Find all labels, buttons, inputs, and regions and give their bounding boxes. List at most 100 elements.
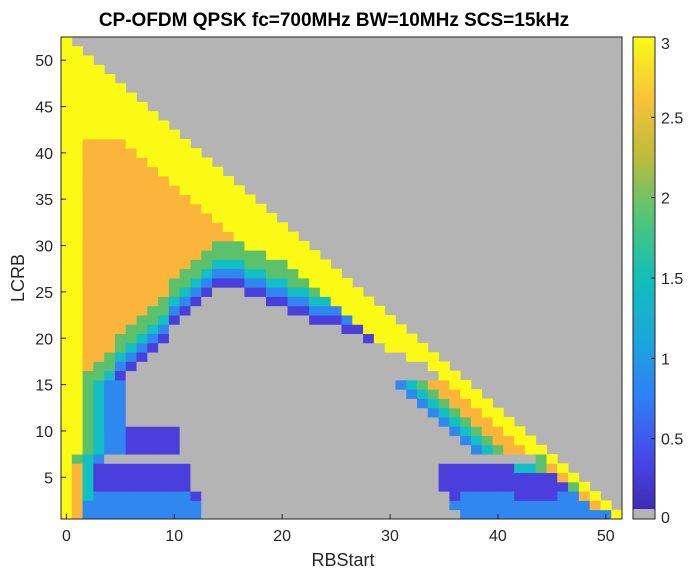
heatmap-cell <box>190 398 202 409</box>
heatmap-cell <box>104 407 116 418</box>
heatmap-cell <box>384 454 396 464</box>
heatmap-cell <box>179 176 191 186</box>
heatmap-cell <box>114 268 127 279</box>
heatmap-cell <box>470 463 483 474</box>
heatmap-cell <box>125 111 137 121</box>
heatmap-cell <box>276 407 288 418</box>
heatmap-cell <box>114 444 127 455</box>
heatmap-cell <box>276 240 288 251</box>
heatmap-cell <box>481 500 493 511</box>
heatmap-cell <box>136 138 148 149</box>
heatmap-cell <box>168 231 181 242</box>
heatmap-cell <box>71 352 83 362</box>
heatmap-cell <box>136 268 148 279</box>
heatmap-cell <box>93 426 105 436</box>
heatmap-cell <box>298 481 310 492</box>
heatmap-cell <box>71 472 83 483</box>
heatmap-cell <box>71 398 83 409</box>
heatmap-cell <box>212 500 224 511</box>
heatmap-cell <box>276 222 288 233</box>
heatmap-cell <box>168 278 181 288</box>
heatmap-cell <box>147 138 159 149</box>
heatmap-cell <box>147 240 159 251</box>
heatmap-cell <box>395 472 407 483</box>
heatmap-cell <box>125 92 137 103</box>
heatmap-cell <box>82 231 94 242</box>
heatmap-cell <box>71 361 83 372</box>
heatmap-cell <box>93 138 105 149</box>
heatmap-cell <box>61 250 73 260</box>
heatmap-cell <box>298 454 310 464</box>
heatmap-cell <box>104 74 116 84</box>
heatmap-cell <box>255 315 267 325</box>
heatmap-cell <box>71 203 83 214</box>
heatmap-cell <box>93 305 105 316</box>
heatmap-cell <box>233 426 245 436</box>
heatmap-cell <box>104 370 116 381</box>
heatmap-cell <box>352 463 364 474</box>
heatmap-cell <box>114 463 127 474</box>
heatmap-cell <box>147 166 159 177</box>
heatmap-cell <box>330 342 342 353</box>
heatmap-cell <box>136 370 148 381</box>
heatmap-cell <box>298 259 310 270</box>
colorbar-tick-label: 1 <box>661 351 670 368</box>
heatmap-cell <box>93 398 105 409</box>
heatmap-cell <box>158 231 170 242</box>
heatmap-cell <box>244 444 256 455</box>
heatmap-cell <box>309 417 321 427</box>
heatmap-cell <box>233 379 245 390</box>
heatmap-cell <box>373 324 386 335</box>
heatmap-cell <box>255 305 267 316</box>
heatmap-cell <box>147 268 159 279</box>
heatmap-cell <box>309 472 321 483</box>
heatmap-cell <box>406 481 418 492</box>
heatmap-cell <box>265 426 278 436</box>
heatmap-cell <box>136 287 148 297</box>
heatmap-cell <box>93 491 105 501</box>
heatmap-cell <box>190 305 202 316</box>
heatmap-cell <box>395 454 407 464</box>
heatmap-cell <box>104 259 116 270</box>
heatmap-cell <box>158 370 170 381</box>
heatmap-cell <box>114 398 127 409</box>
heatmap-cell <box>114 333 127 344</box>
heatmap-cell <box>82 64 94 75</box>
heatmap-cell <box>568 500 580 511</box>
heatmap-cell <box>363 361 375 372</box>
heatmap-cell <box>212 231 224 242</box>
heatmap-cell <box>190 379 202 390</box>
heatmap-cell <box>158 444 170 455</box>
heatmap-cell <box>125 222 137 233</box>
heatmap-cell <box>93 417 105 427</box>
colorbar-tick-label: 0.5 <box>661 432 683 449</box>
heatmap-cell <box>190 324 202 335</box>
heatmap-cell <box>168 454 181 464</box>
heatmap-cell <box>287 287 299 297</box>
heatmap-cell <box>503 472 515 483</box>
heatmap-cell <box>93 481 105 492</box>
heatmap-cell <box>287 259 299 270</box>
heatmap-cell <box>492 426 504 436</box>
heatmap-cell <box>61 287 73 297</box>
heatmap-cell <box>492 481 504 492</box>
heatmap-cell <box>600 500 612 511</box>
heatmap-cell <box>319 379 332 390</box>
heatmap-cell <box>61 481 73 492</box>
heatmap-cell <box>158 389 170 399</box>
heatmap-cell <box>265 472 278 483</box>
heatmap-cell <box>309 268 321 279</box>
heatmap-cell <box>114 240 127 251</box>
heatmap-cell <box>265 333 278 344</box>
heatmap-cell <box>255 222 267 233</box>
heatmap-cell <box>136 203 148 214</box>
heatmap-cell <box>330 315 342 325</box>
heatmap-cell <box>233 472 245 483</box>
heatmap-cell <box>114 426 127 436</box>
heatmap-cell <box>363 296 375 307</box>
heatmap-cell <box>438 389 450 399</box>
heatmap-cell <box>557 472 569 483</box>
heatmap-cell <box>373 500 386 511</box>
heatmap-cell <box>298 444 310 455</box>
heatmap-cell <box>503 417 515 427</box>
